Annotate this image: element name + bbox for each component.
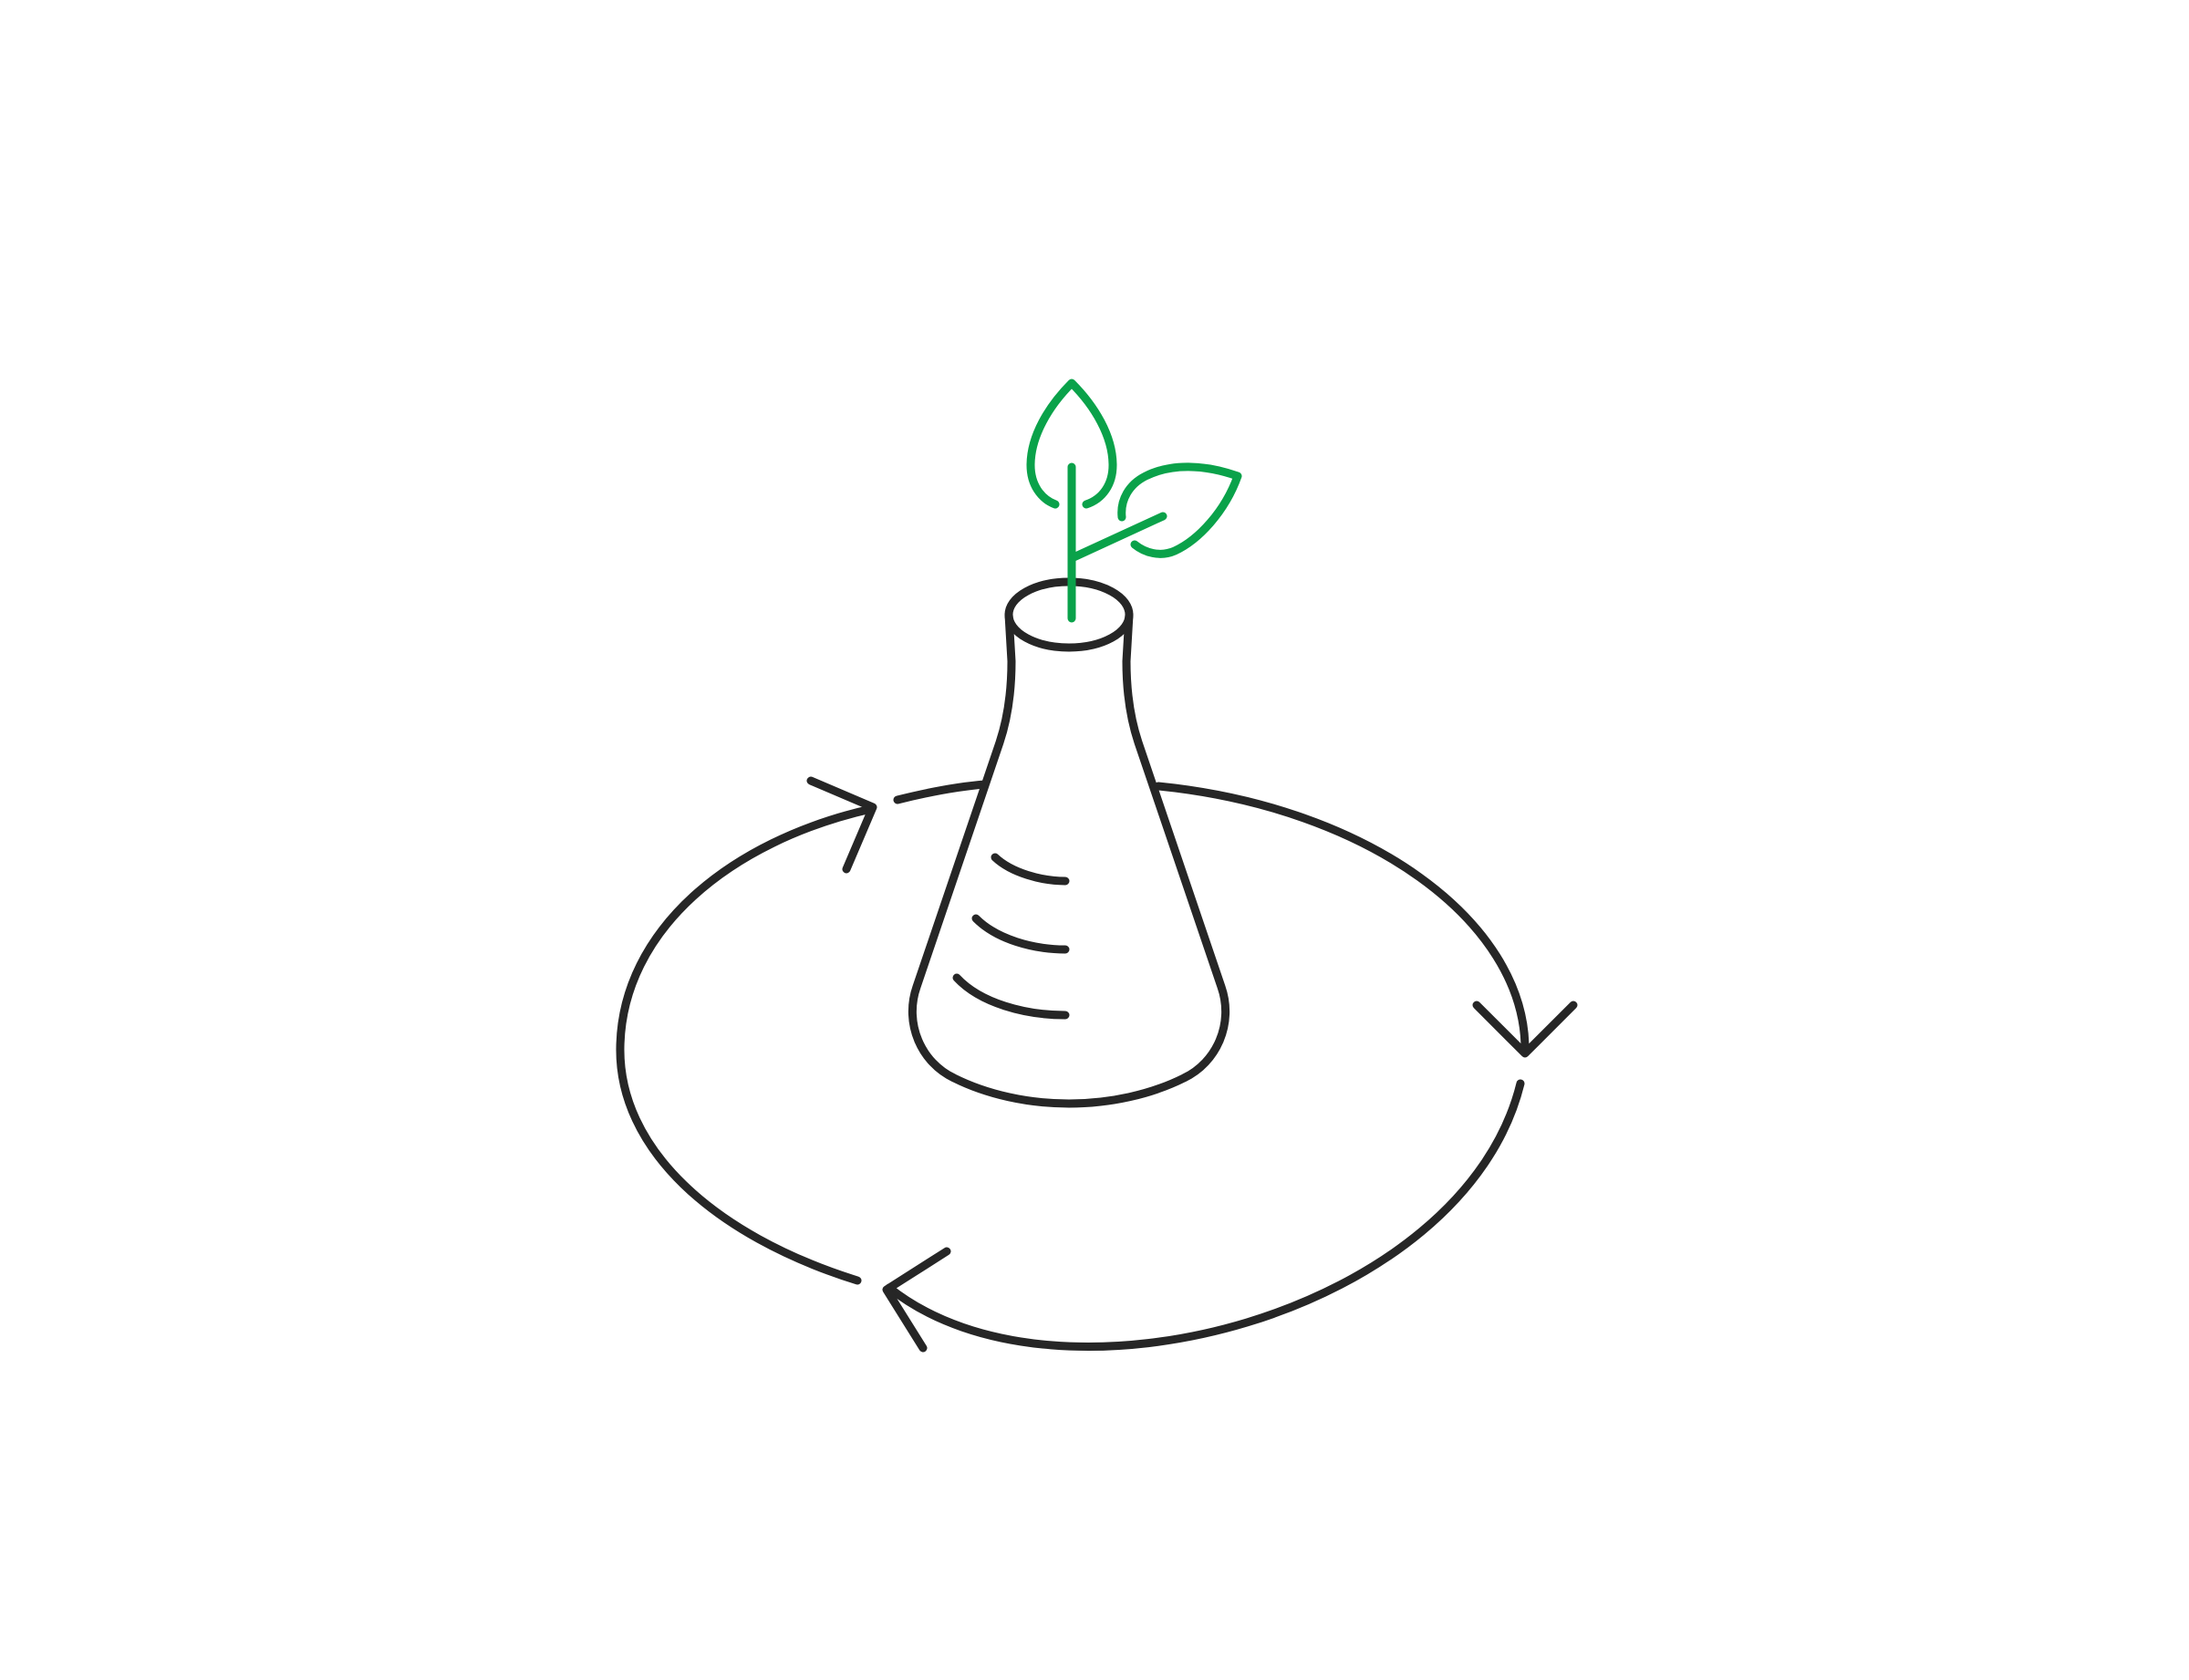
flask-body: [908, 610, 1230, 1108]
sprout-branch: [1067, 512, 1167, 563]
sprout-icon: [1026, 379, 1242, 623]
flask-measure-line-2: [971, 914, 1070, 954]
flask-measure-line-3: [952, 973, 1070, 1020]
flask-measure-line-1: [991, 853, 1070, 886]
sprout-leaf-side: [1117, 462, 1242, 558]
cycle-arrowhead-top: [806, 776, 877, 874]
flask-icon: [908, 577, 1230, 1108]
cycle-arc-bottom: [885, 1079, 1525, 1351]
cycle-arc-right: [1154, 782, 1530, 1052]
cycle-arrowhead-right: [1472, 1001, 1578, 1058]
cycle-arrows-icon: [616, 776, 1578, 1353]
sprout-leaf-top: [1026, 379, 1117, 509]
cycle-arc-top: [893, 780, 990, 804]
cycle-arc-left: [616, 804, 876, 1285]
cycle-arrowhead-bottom: [882, 1247, 951, 1353]
